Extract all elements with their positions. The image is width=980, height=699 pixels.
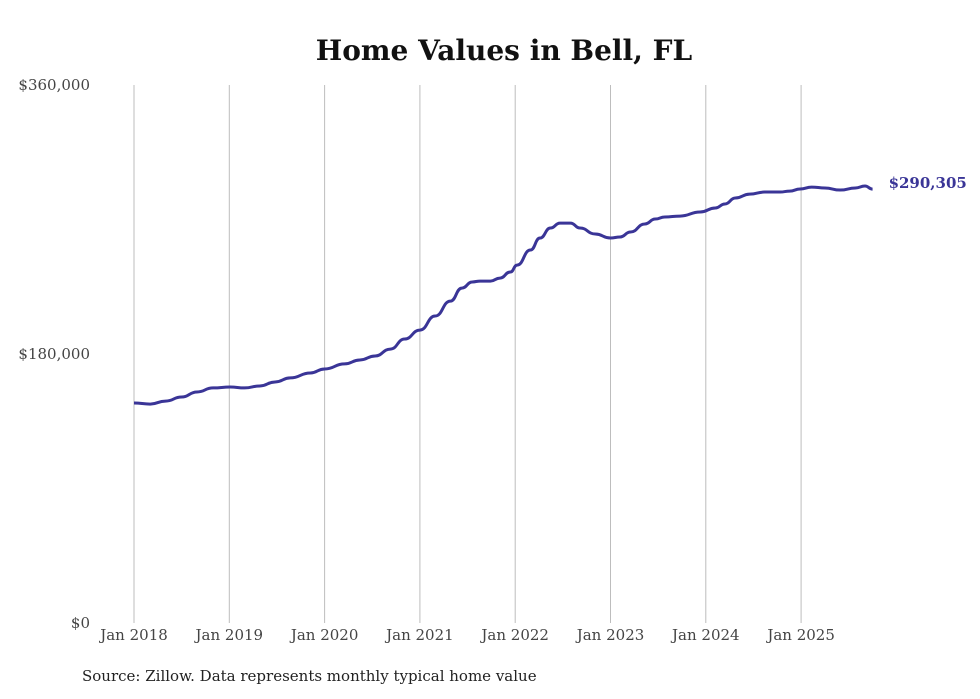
x-tick-label: Jan 2025 xyxy=(765,626,835,644)
end-value-label: $290,305 xyxy=(889,174,967,192)
y-tick-label: $180,000 xyxy=(18,345,90,363)
y-tick-label: $0 xyxy=(71,614,90,632)
x-tick-label: Jan 2023 xyxy=(575,626,645,644)
x-tick-label: Jan 2020 xyxy=(289,626,359,644)
source-note: Source: Zillow. Data represents monthly … xyxy=(82,667,537,685)
series-line xyxy=(133,184,873,406)
gridlines xyxy=(133,85,802,623)
y-tick-label: $360,000 xyxy=(18,76,90,94)
chart-title: Home Values in Bell, FL xyxy=(316,34,693,67)
x-tick-label: Jan 2018 xyxy=(98,626,168,644)
x-tick-label: Jan 2024 xyxy=(670,626,740,644)
x-tick-label: Jan 2022 xyxy=(479,626,549,644)
x-axis-ticks: Jan 2018 Jan 2019 Jan 2020 Jan 2021 Jan 2022… xyxy=(98,626,835,644)
x-tick-label: Jan 2021 xyxy=(384,626,454,644)
x-tick-label: Jan 2019 xyxy=(194,626,264,644)
y-axis-ticks: $0 $180,000 $360,000 xyxy=(18,76,90,632)
